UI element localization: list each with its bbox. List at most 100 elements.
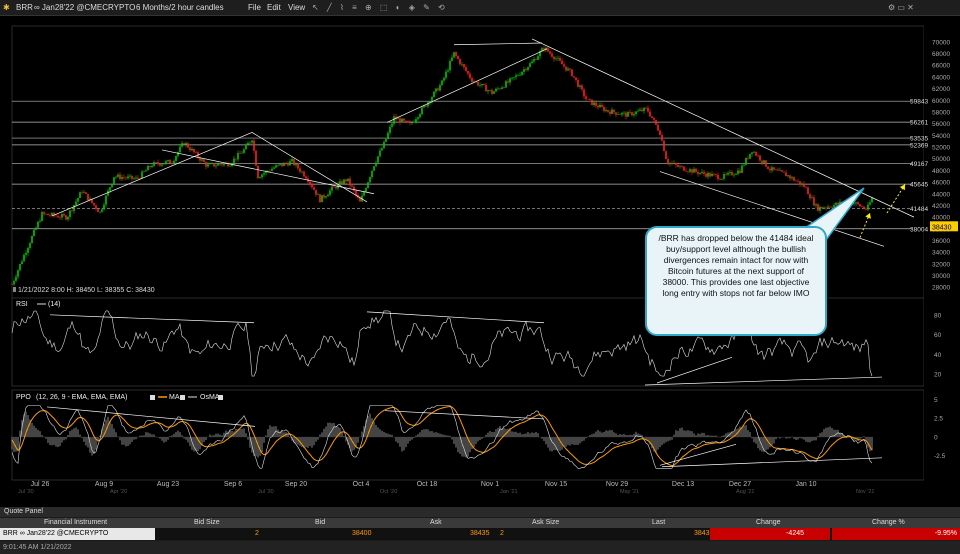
osma-bar xyxy=(801,436,803,439)
osma-bar xyxy=(717,436,719,438)
x-axis-label: Nov 1 xyxy=(481,481,499,488)
osma-bar xyxy=(757,436,759,449)
drawing-tools-toolbar[interactable]: ↖ ╱ ⌇ ≡ ⊕ ⬚ ◐ ◈ ✎ ⟲ xyxy=(312,3,448,12)
osma-bar xyxy=(481,436,483,439)
col-instrument[interactable]: Financial Instrument xyxy=(44,519,108,526)
col-ask-size[interactable]: Ask Size xyxy=(532,519,560,526)
candle-body xyxy=(93,202,95,206)
quote-panel-title[interactable]: Quote Panel xyxy=(0,507,960,517)
candle-body xyxy=(861,206,863,207)
candle-body xyxy=(585,96,587,99)
candle-body xyxy=(433,91,435,98)
candle-body xyxy=(297,163,299,169)
osma-bar xyxy=(865,436,867,441)
osma-bar xyxy=(403,436,405,451)
osma-bar xyxy=(415,435,417,438)
candle-body xyxy=(383,141,385,149)
status-time: 9:01:45 AM 1/21/2022 xyxy=(3,544,72,551)
osma-bar xyxy=(123,436,125,445)
osma-bar xyxy=(277,429,279,438)
osma-bar xyxy=(493,431,495,438)
price-tick-label: 60000 xyxy=(932,98,950,105)
osma-bar xyxy=(87,436,89,448)
candle-body xyxy=(827,206,829,208)
osma-bar xyxy=(253,436,255,456)
candle-body xyxy=(789,175,791,179)
candle-body xyxy=(557,58,559,59)
candle-body xyxy=(321,195,323,203)
x-axis-label: Dec 27 xyxy=(729,481,751,488)
quote-instrument[interactable]: BRR ∞ Jan28'22 @CMECRYPTO xyxy=(0,528,155,540)
candle-body xyxy=(831,207,833,208)
candle-body xyxy=(431,97,433,102)
osma-bar xyxy=(837,429,839,438)
quote-panel: Quote Panel Financial Instrument Bid Siz… xyxy=(0,507,960,541)
quote-bid-size: 2 xyxy=(255,530,259,537)
osma-bar xyxy=(769,436,771,448)
candle-body xyxy=(501,87,503,89)
quote-change: -4245 xyxy=(710,528,830,540)
candle-body xyxy=(133,178,135,180)
osma-bar xyxy=(777,436,779,438)
candle-body xyxy=(731,171,733,176)
col-change-pct[interactable]: Change % xyxy=(872,519,905,526)
candle-body xyxy=(817,204,819,211)
candle-body xyxy=(287,163,289,166)
ppo-trendline xyxy=(659,444,737,466)
candle-body xyxy=(467,71,469,74)
col-change[interactable]: Change xyxy=(756,519,781,526)
candle-body xyxy=(199,157,201,161)
candle-body xyxy=(161,164,163,166)
osma-bar xyxy=(577,436,579,445)
candle-body xyxy=(559,58,561,61)
candle-body xyxy=(551,53,553,57)
menu-file[interactable]: File xyxy=(248,3,261,12)
osma-bar xyxy=(241,429,243,438)
candle-body xyxy=(253,140,255,151)
candle-body xyxy=(655,119,657,125)
rsi-trendline xyxy=(366,311,545,324)
price-trendline xyxy=(386,48,548,123)
osma-bar xyxy=(547,436,549,448)
target-arrow-head xyxy=(899,184,905,191)
col-last[interactable]: Last xyxy=(652,519,666,526)
x-axis-sub-label: Nov '21 xyxy=(856,489,874,495)
candle-body xyxy=(469,73,471,78)
level-label: 52369 xyxy=(910,142,928,149)
candle-body xyxy=(673,163,675,164)
osma-bar xyxy=(727,432,729,438)
quote-row[interactable]: BRR ∞ Jan28'22 @CMECRYPTO 2 38400 38435 … xyxy=(0,528,960,540)
osma-bar xyxy=(191,436,193,450)
timeframe-dropdown[interactable]: 6 Months/2 hour candles xyxy=(136,3,224,12)
osma-bar xyxy=(189,436,191,447)
col-bid[interactable]: Bid xyxy=(315,519,326,526)
symbol-label[interactable]: BRR xyxy=(16,3,33,12)
chart-area[interactable]: 59843 56261 53535 52369 49167 45645 41484 38004… xyxy=(0,16,960,503)
candle-body xyxy=(127,176,129,179)
menu-view[interactable]: View xyxy=(288,3,306,12)
candle-body xyxy=(537,56,539,60)
osma-bar xyxy=(317,436,319,440)
rsi-tick-label: 80 xyxy=(934,312,942,319)
candle-body xyxy=(599,104,601,108)
menu-edit[interactable]: Edit xyxy=(267,3,281,12)
price-tick-label: 28000 xyxy=(932,285,950,292)
candle-body xyxy=(769,168,771,171)
col-ask[interactable]: Ask xyxy=(430,519,442,526)
candle-body xyxy=(835,202,837,205)
osma-bar xyxy=(315,436,317,442)
candle-body xyxy=(813,197,815,206)
window-controls[interactable]: ⚙ ▭ ✕ xyxy=(888,3,914,12)
osma-bar xyxy=(177,430,179,438)
contract-label[interactable]: ∞ Jan28'22 @CMECRYPTO xyxy=(34,3,136,12)
candle-body xyxy=(569,68,571,70)
osma-bar xyxy=(815,436,817,441)
col-bid-size[interactable]: Bid Size xyxy=(194,519,220,526)
candle-body xyxy=(445,71,447,78)
osma-bar xyxy=(185,436,187,440)
candle-body xyxy=(725,174,727,175)
osma-bar xyxy=(697,433,699,438)
ohlc-marker xyxy=(13,287,16,292)
osma-bar xyxy=(859,436,861,439)
